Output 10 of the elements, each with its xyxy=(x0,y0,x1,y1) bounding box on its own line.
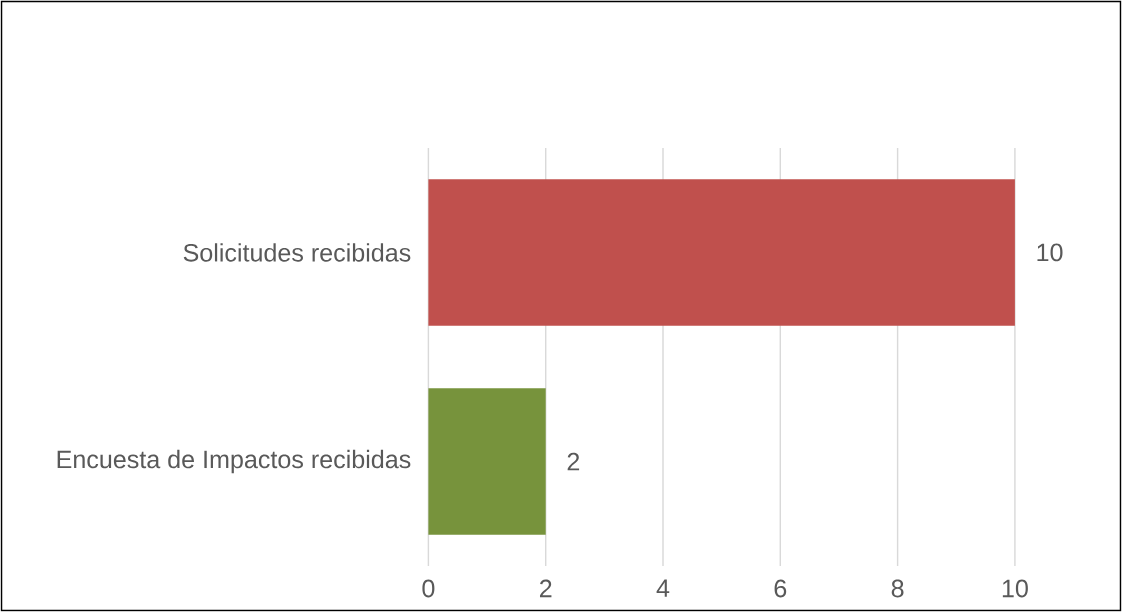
data-label: 2 xyxy=(567,452,580,471)
x-tick-label: 0 xyxy=(422,579,435,598)
data-label: 10 xyxy=(1037,243,1063,262)
y-tick-label: Solicitudes recibidas xyxy=(183,243,411,262)
y-tick-label: Encuesta de Impactos recibidas xyxy=(57,449,411,474)
x-tick-label: 10 xyxy=(1002,579,1028,598)
x-tick-label: 4 xyxy=(656,579,670,597)
x-tick-label: 2 xyxy=(539,579,552,598)
x-tick-label: 8 xyxy=(891,579,904,598)
x-tick-label: 6 xyxy=(774,579,787,598)
